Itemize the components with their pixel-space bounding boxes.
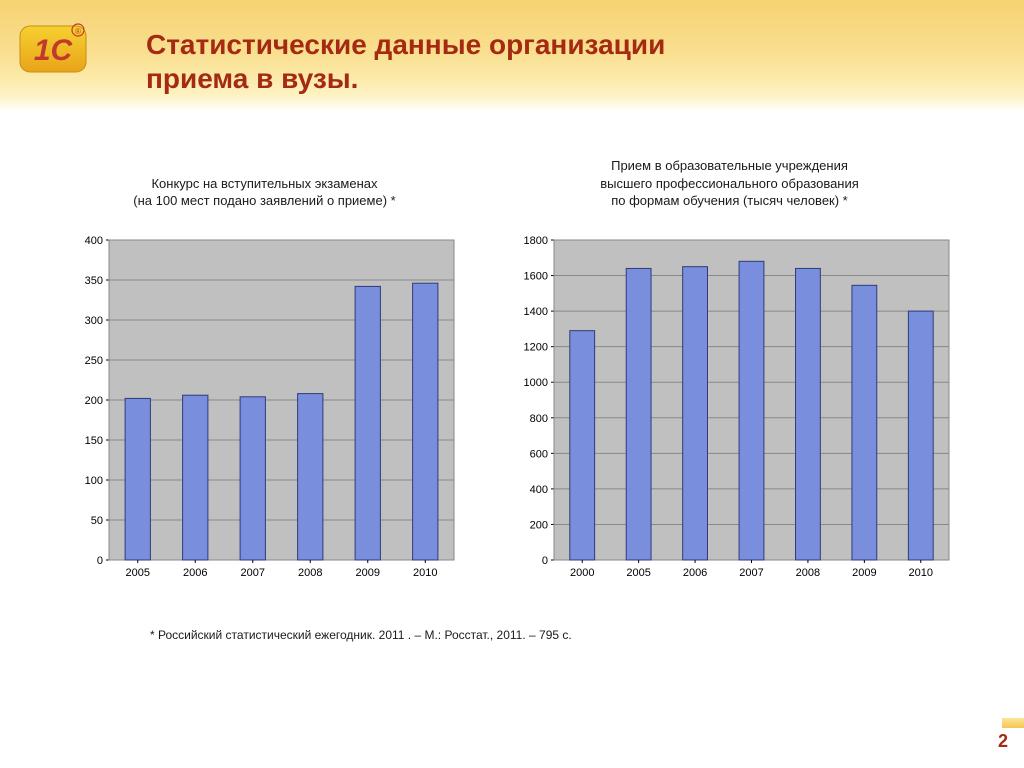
svg-text:400: 400 [85,235,103,247]
chart-left-title: Конкурс на вступительных экзаменах(на 10… [133,156,395,210]
bar [355,286,380,560]
svg-text:1200: 1200 [524,342,548,354]
svg-text:1000: 1000 [524,377,548,389]
bar [683,267,708,560]
chart-right: 0 200 400 600 800 1000 1200 1400 1600 1800 2000 200… [502,232,957,582]
svg-text:350: 350 [85,275,103,287]
svg-text:1600: 1600 [524,271,548,283]
chart-right-title: Прием в образовательные учреждениявысшег… [600,156,859,210]
bar [796,268,821,560]
slide-title: Статистические данные организации приема… [146,28,665,95]
svg-text:300: 300 [85,315,103,327]
footnote: * Российский статистический ежегодник. 2… [150,628,1024,642]
x-tick-label: 2007 [241,567,265,579]
bar [183,395,208,560]
header-banner: 1C ® Статистические данные организации п… [0,0,1024,112]
x-tick-label: 2008 [298,567,322,579]
page-number: 2 [998,731,1008,752]
svg-text:50: 50 [91,515,103,527]
x-tick-label: 2009 [356,567,380,579]
chart-left: 0 50 100 150 200 250 300 350 400 2005 2006 2007 2008… [67,232,462,582]
chart-left-wrap: Конкурс на вступительных экзаменах(на 10… [67,156,462,582]
svg-text:600: 600 [530,448,548,460]
bar [413,283,438,560]
charts-row: Конкурс на вступительных экзаменах(на 10… [0,156,1024,582]
bar [125,398,150,560]
page-number-accent [1002,718,1024,728]
chart-right-wrap: Прием в образовательные учреждениявысшег… [502,156,957,582]
svg-text:400: 400 [530,484,548,496]
bar [626,268,651,560]
x-tick-label: 2009 [852,567,876,579]
x-tick-label: 2007 [739,567,763,579]
bar [739,261,764,560]
svg-text:1800: 1800 [524,235,548,247]
bar [908,311,933,560]
x-tick-label: 2010 [413,567,437,579]
svg-text:1400: 1400 [524,306,548,318]
svg-text:800: 800 [530,413,548,425]
x-tick-label: 2006 [183,567,207,579]
svg-text:100: 100 [85,475,103,487]
x-tick-label: 2000 [570,567,594,579]
slide-title-line1: Статистические данные организации [146,28,665,62]
svg-text:0: 0 [97,555,103,567]
svg-text:®: ® [75,27,81,36]
x-tick-label: 2008 [796,567,820,579]
bar [240,397,265,560]
x-tick-label: 2005 [626,567,650,579]
bar [298,394,323,560]
svg-text:1C: 1C [34,34,74,67]
bar [852,285,877,560]
svg-text:0: 0 [542,555,548,567]
logo-1c: 1C ® [18,18,90,78]
x-tick-label: 2006 [683,567,707,579]
svg-text:250: 250 [85,355,103,367]
svg-text:150: 150 [85,435,103,447]
bar [570,331,595,560]
slide-title-line2: приема в вузы. [146,62,665,96]
svg-text:200: 200 [85,395,103,407]
svg-text:200: 200 [530,519,548,531]
x-tick-label: 2010 [909,567,933,579]
x-tick-label: 2005 [126,567,150,579]
